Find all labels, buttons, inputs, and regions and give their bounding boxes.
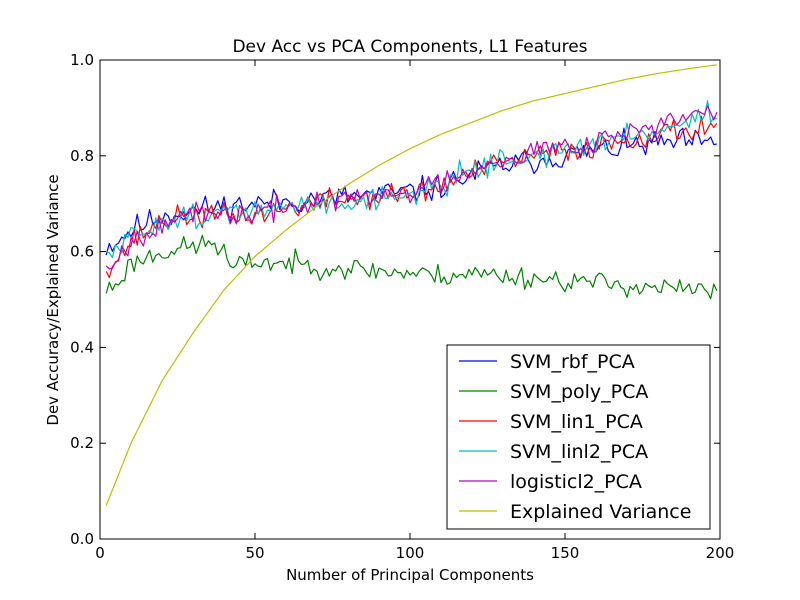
legend: SVM_rbf_PCA SVM_poly_PCA SVM_lin1_PCA SVM_l… [446, 344, 711, 530]
x-tick-label: 0 [95, 544, 105, 562]
y-tick-label: 0.0 [70, 530, 94, 548]
legend-label: SVM_poly_PCA [510, 381, 648, 403]
chart-title: Dev Acc vs PCA Components, L1 Features [232, 37, 587, 57]
x-tick-label: 100 [396, 544, 425, 562]
series-line-svm-rbf-pca [105, 127, 718, 256]
y-tick-label: 1.0 [70, 51, 94, 69]
y-tick-labels: 0.0 0.2 0.4 0.6 0.8 1.0 [70, 51, 94, 548]
series-line-svm-poly-pca [105, 234, 718, 300]
x-tick-label: 150 [551, 544, 580, 562]
legend-label: logisticl2_PCA [510, 471, 642, 493]
legend-label: SVM_lin1_PCA [510, 411, 643, 433]
series-line-svm-linl2-pca [106, 100, 718, 258]
legend-label: SVM_linl2_PCA [510, 441, 648, 463]
y-axis-label: Dev Accuracy/Explained Variance [44, 174, 62, 425]
x-tick-label: 200 [706, 544, 735, 562]
plot-frame [99, 59, 721, 540]
y-tick-label: 0.6 [70, 243, 94, 261]
legend-label: Explained Variance [510, 501, 691, 523]
series-lines [105, 64, 718, 506]
legend-entries: SVM_rbf_PCA SVM_poly_PCA SVM_lin1_PCA SVM_l… [459, 351, 691, 523]
y-tick-label: 0.4 [70, 338, 94, 356]
y-tick-label: 0.2 [70, 434, 94, 452]
x-tick-label: 50 [245, 544, 264, 562]
legend-box [446, 344, 711, 530]
series-line-logisticl2-pca [105, 105, 718, 270]
y-tick-label: 0.8 [70, 147, 94, 165]
x-tick-labels: 0 50 100 150 200 [95, 544, 734, 562]
x-axis-label: Number of Principal Components [286, 566, 534, 584]
series-line-explained-variance [105, 64, 717, 506]
legend-label: SVM_rbf_PCA [510, 351, 635, 373]
